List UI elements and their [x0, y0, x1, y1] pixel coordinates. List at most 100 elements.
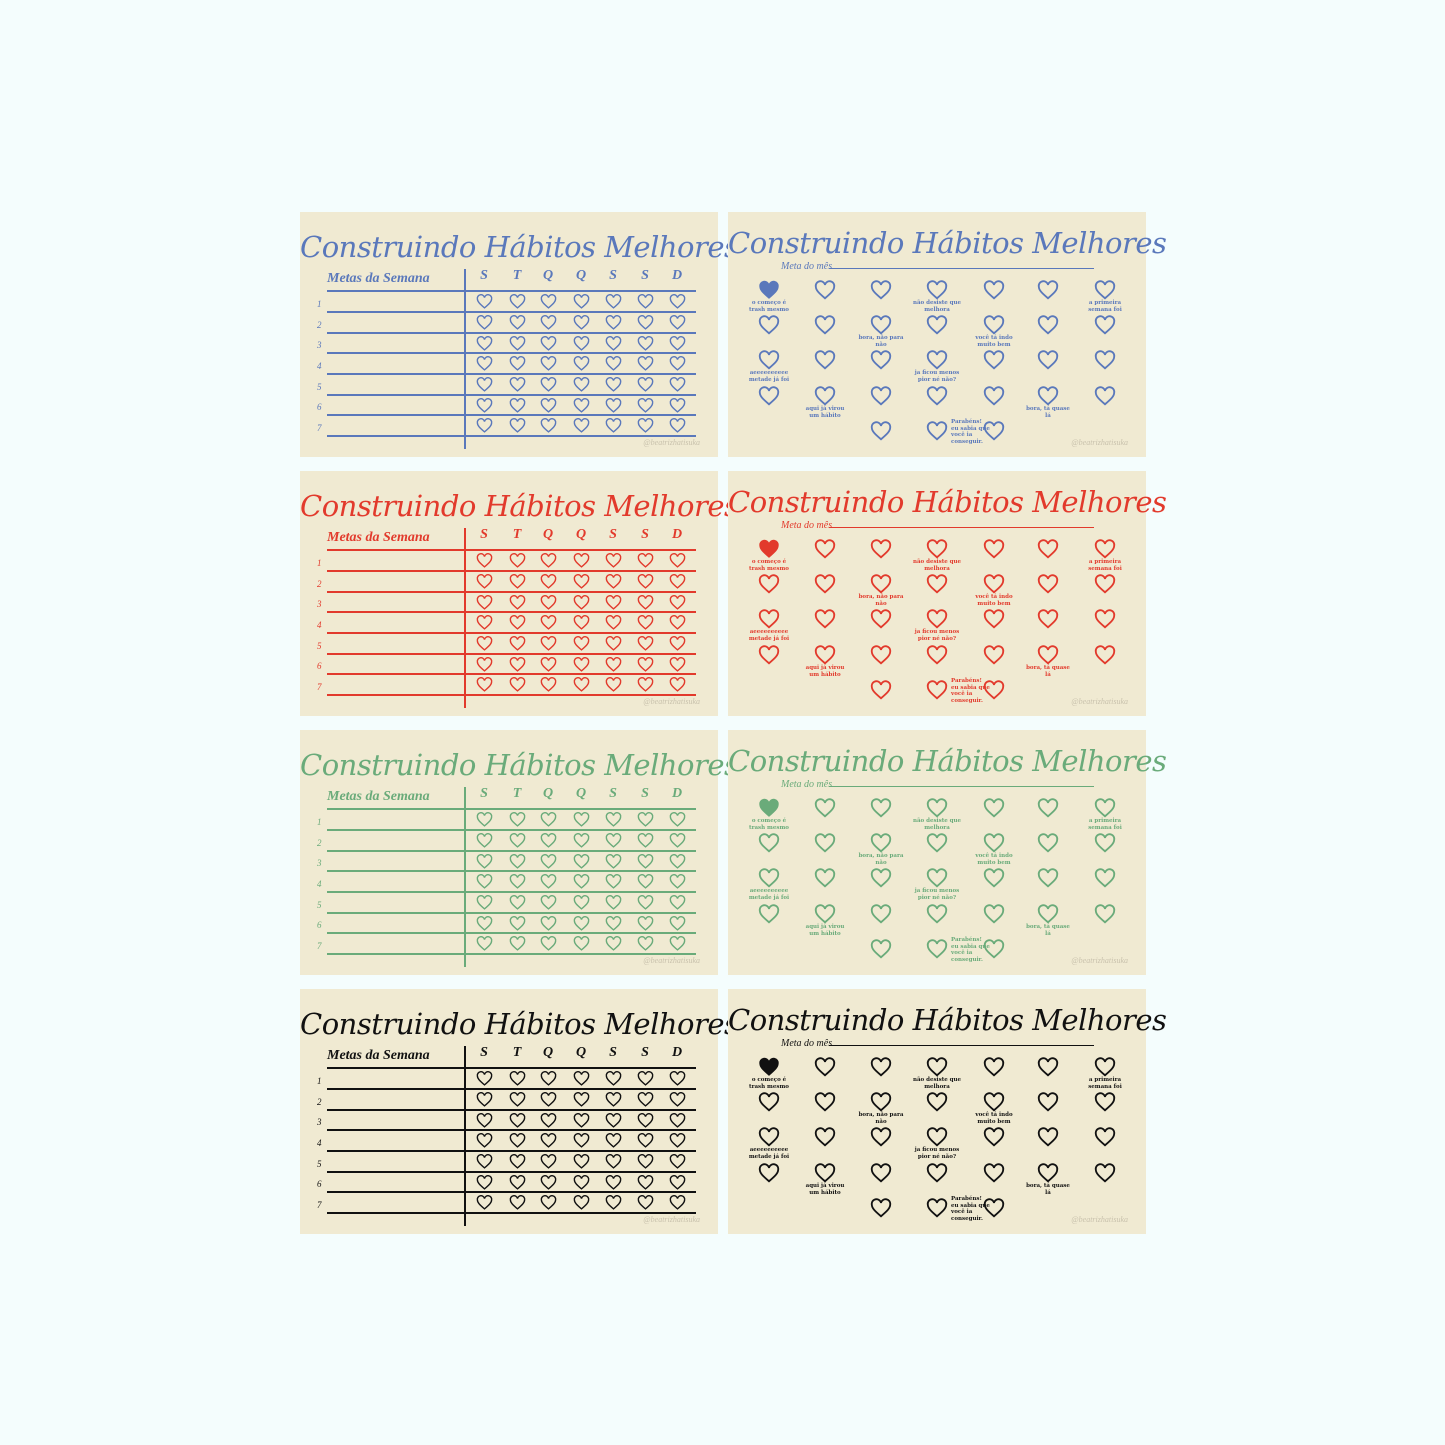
heart-checkbox-icon[interactable]: [605, 811, 622, 832]
heart-day-icon[interactable]: [870, 420, 892, 446]
heart-day-icon[interactable]: [870, 1056, 892, 1082]
heart-day-icon[interactable]: [1094, 608, 1116, 634]
heart-checkbox-icon[interactable]: [669, 656, 686, 677]
heart-checkbox-icon[interactable]: [637, 1132, 654, 1153]
heart-checkbox-icon[interactable]: [476, 1194, 493, 1215]
heart-day-icon[interactable]: [1094, 644, 1116, 670]
heart-day-icon[interactable]: [983, 1197, 1005, 1223]
heart-checkbox-icon[interactable]: [573, 397, 590, 418]
heart-checkbox-icon[interactable]: [540, 894, 557, 915]
heart-checkbox-icon[interactable]: [605, 1132, 622, 1153]
heart-checkbox-icon[interactable]: [476, 935, 493, 956]
heart-day-icon[interactable]: [926, 349, 948, 375]
heart-day-icon[interactable]: [1037, 1126, 1059, 1152]
heart-day-icon[interactable]: [870, 349, 892, 375]
heart-checkbox-icon[interactable]: [540, 853, 557, 874]
heart-day-icon[interactable]: [758, 1091, 780, 1117]
heart-day-icon[interactable]: [870, 573, 892, 599]
heart-checkbox-icon[interactable]: [669, 915, 686, 936]
heart-checkbox-icon[interactable]: [605, 1153, 622, 1174]
heart-checkbox-icon[interactable]: [573, 656, 590, 677]
heart-checkbox-icon[interactable]: [637, 656, 654, 677]
heart-checkbox-icon[interactable]: [573, 1132, 590, 1153]
heart-day-icon[interactable]: [1094, 903, 1116, 929]
heart-checkbox-icon[interactable]: [637, 811, 654, 832]
heart-checkbox-icon[interactable]: [605, 417, 622, 438]
heart-day-icon[interactable]: [870, 832, 892, 858]
heart-day-icon[interactable]: [870, 1126, 892, 1152]
heart-day-icon[interactable]: [814, 867, 836, 893]
heart-checkbox-icon[interactable]: [573, 832, 590, 853]
heart-checkbox-icon[interactable]: [540, 656, 557, 677]
heart-checkbox-icon[interactable]: [476, 853, 493, 874]
heart-checkbox-icon[interactable]: [476, 552, 493, 573]
heart-checkbox-icon[interactable]: [573, 915, 590, 936]
heart-checkbox-icon[interactable]: [605, 935, 622, 956]
heart-day-icon[interactable]: [870, 1197, 892, 1223]
heart-checkbox-icon[interactable]: [509, 293, 526, 314]
heart-day-icon[interactable]: [983, 608, 1005, 634]
heart-checkbox-icon[interactable]: [509, 573, 526, 594]
heart-checkbox-icon[interactable]: [540, 293, 557, 314]
heart-checkbox-icon[interactable]: [605, 1070, 622, 1091]
heart-checkbox-icon[interactable]: [476, 417, 493, 438]
heart-checkbox-icon[interactable]: [605, 614, 622, 635]
heart-checkbox-icon[interactable]: [637, 1070, 654, 1091]
heart-checkbox-icon[interactable]: [509, 873, 526, 894]
heart-checkbox-icon[interactable]: [540, 614, 557, 635]
heart-checkbox-icon[interactable]: [573, 1174, 590, 1195]
heart-day-icon[interactable]: [1037, 573, 1059, 599]
heart-day-icon[interactable]: [814, 385, 836, 411]
heart-checkbox-icon[interactable]: [637, 873, 654, 894]
heart-checkbox-icon[interactable]: [669, 314, 686, 335]
heart-checkbox-icon[interactable]: [605, 355, 622, 376]
heart-checkbox-icon[interactable]: [605, 853, 622, 874]
heart-checkbox-icon[interactable]: [573, 335, 590, 356]
heart-checkbox-icon[interactable]: [605, 656, 622, 677]
heart-day-icon[interactable]: [926, 679, 948, 705]
heart-day-icon[interactable]: [926, 903, 948, 929]
heart-day-icon[interactable]: [926, 385, 948, 411]
heart-day-icon[interactable]: [1037, 797, 1059, 823]
heart-checkbox-icon[interactable]: [669, 1174, 686, 1195]
heart-checkbox-icon[interactable]: [509, 935, 526, 956]
heart-checkbox-icon[interactable]: [669, 594, 686, 615]
heart-day-icon[interactable]: [1094, 1126, 1116, 1152]
heart-day-icon[interactable]: [1037, 538, 1059, 564]
heart-day-icon[interactable]: [758, 1126, 780, 1152]
heart-checkbox-icon[interactable]: [476, 355, 493, 376]
heart-checkbox-icon[interactable]: [540, 1112, 557, 1133]
heart-day-icon[interactable]: [983, 349, 1005, 375]
heart-checkbox-icon[interactable]: [509, 1070, 526, 1091]
heart-day-icon[interactable]: [983, 797, 1005, 823]
heart-checkbox-icon[interactable]: [573, 376, 590, 397]
heart-day-icon[interactable]: [814, 1162, 836, 1188]
heart-checkbox-icon[interactable]: [476, 1112, 493, 1133]
heart-day-icon[interactable]: [870, 1091, 892, 1117]
heart-day-icon[interactable]: [814, 1126, 836, 1152]
heart-day-icon[interactable]: [983, 903, 1005, 929]
heart-checkbox-icon[interactable]: [540, 811, 557, 832]
heart-checkbox-icon[interactable]: [669, 1153, 686, 1174]
heart-checkbox-icon[interactable]: [605, 594, 622, 615]
heart-checkbox-icon[interactable]: [669, 635, 686, 656]
heart-checkbox-icon[interactable]: [540, 1132, 557, 1153]
heart-checkbox-icon[interactable]: [669, 376, 686, 397]
heart-checkbox-icon[interactable]: [509, 1174, 526, 1195]
heart-day-icon[interactable]: [870, 538, 892, 564]
heart-checkbox-icon[interactable]: [637, 293, 654, 314]
heart-checkbox-icon[interactable]: [540, 1194, 557, 1215]
heart-checkbox-icon[interactable]: [669, 1091, 686, 1112]
heart-checkbox-icon[interactable]: [476, 1153, 493, 1174]
heart-checkbox-icon[interactable]: [669, 832, 686, 853]
heart-checkbox-icon[interactable]: [509, 335, 526, 356]
heart-day-icon[interactable]: [1037, 644, 1059, 670]
heart-day-icon[interactable]: [983, 385, 1005, 411]
heart-day-icon[interactable]: [983, 1126, 1005, 1152]
heart-day-icon[interactable]: [926, 644, 948, 670]
heart-day-icon[interactable]: [758, 573, 780, 599]
heart-checkbox-icon[interactable]: [605, 832, 622, 853]
heart-checkbox-icon[interactable]: [605, 376, 622, 397]
heart-day-icon[interactable]: [1094, 1162, 1116, 1188]
heart-checkbox-icon[interactable]: [637, 573, 654, 594]
